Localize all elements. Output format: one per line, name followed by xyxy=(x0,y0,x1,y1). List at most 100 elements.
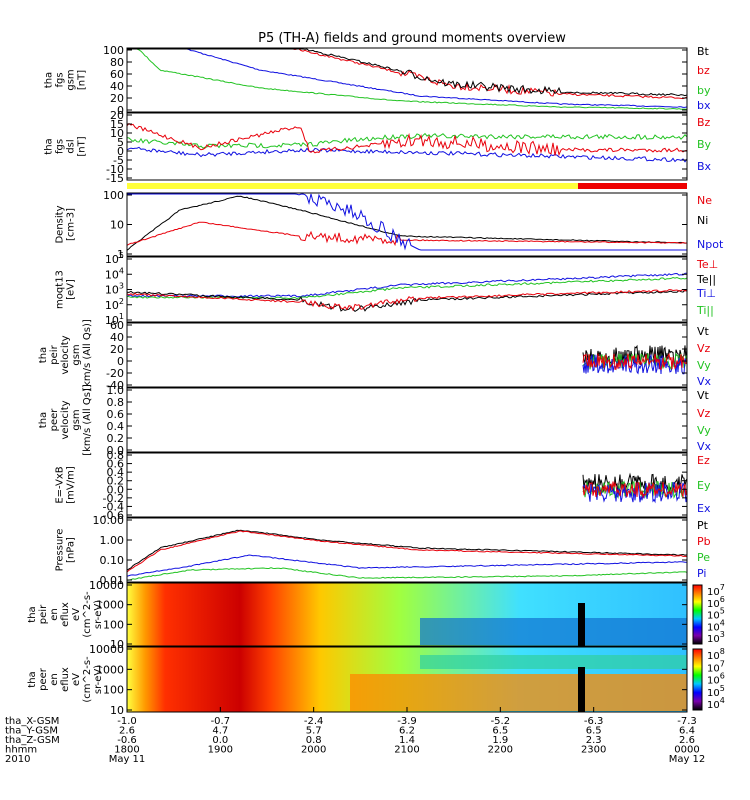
x-tick-label: 2000 xyxy=(301,745,326,756)
legend-entry: Vx xyxy=(697,440,712,453)
y-axis-label: tha xyxy=(44,72,55,88)
trace-te-par xyxy=(127,289,687,313)
y-tick-label: 40 xyxy=(110,80,124,93)
legend-entry: Ne xyxy=(697,194,712,207)
y-axis-label: [km/s (All Qs)] xyxy=(82,384,93,456)
legend-entry: Te⊥ xyxy=(696,258,718,271)
y-tick-label: 40 xyxy=(110,331,124,344)
panel-8: 10.00 1.00 0.10 0.01 Pressure [nPa] Pt Pb Pe Pi xyxy=(55,514,711,587)
legend-entry: Bx xyxy=(697,160,712,173)
y-axis-label: [eV] xyxy=(66,279,77,300)
y-tick-label: 1000 xyxy=(96,599,124,612)
y-tick-label: 100 xyxy=(103,684,124,697)
y-tick-label: 10000 xyxy=(89,579,124,592)
y-tick-label: 0.8 xyxy=(107,449,125,462)
trace-pt xyxy=(127,529,687,571)
x-tick-label: 0.0 xyxy=(212,735,228,746)
x-tick-label: 2.3 xyxy=(586,735,602,746)
y-tick-label: 0.4 xyxy=(107,420,125,433)
x-tick-label: 6.5 xyxy=(492,726,508,737)
trace-bt xyxy=(127,48,687,97)
y-axis-label: en xyxy=(49,608,60,621)
y-tick-label: 0.8 xyxy=(107,396,125,409)
y-axis-label: fgs xyxy=(55,139,66,154)
y-tick-label: 20 xyxy=(110,92,124,105)
trace-group xyxy=(127,193,687,251)
trace-by xyxy=(127,48,687,110)
x-tick-label: 2.6 xyxy=(119,726,135,737)
y-tick-label: -0.4 xyxy=(103,500,124,513)
y-tick-label: 0 xyxy=(117,145,124,158)
x-row-label: tha_Z-GSM xyxy=(5,735,60,746)
panel-3: 100 10 1 Density [cm-3] Ne Ni Npot xyxy=(55,189,724,261)
panel-frame xyxy=(126,517,688,583)
trace-group xyxy=(127,272,687,313)
y-tick-label: -20 xyxy=(106,367,124,380)
spectrogram-band-group xyxy=(350,655,687,712)
x-tick-label: 4.7 xyxy=(212,726,228,737)
trace-by xyxy=(127,132,687,149)
legend-entry: Vz xyxy=(697,342,711,355)
y-tick-label: 5 xyxy=(117,136,124,149)
trace-bz xyxy=(127,48,687,100)
y-tick-label: 10000 xyxy=(89,643,124,656)
legend-entry: Ez xyxy=(697,454,710,467)
x-tick-label: 2.6 xyxy=(679,735,695,746)
y-axis-label: gsm xyxy=(71,344,82,365)
panel-frame xyxy=(126,582,688,647)
y-tick-label: 100 xyxy=(103,189,124,202)
y-tick-label: 10 xyxy=(110,638,124,651)
trace-ni xyxy=(127,195,687,251)
y-tick-label: 0 xyxy=(117,355,124,368)
x-tick-label: 1.9 xyxy=(492,735,508,746)
y-axis-label: [km/s (All Qs)] xyxy=(82,319,93,391)
y-tick-label: 0.2 xyxy=(107,432,125,445)
trace-group xyxy=(582,344,687,375)
x-tick-label: 2100 xyxy=(394,745,419,756)
trace-pe xyxy=(127,567,687,581)
y-tick-label: 10 xyxy=(110,219,124,232)
y-axis-label: peer xyxy=(49,408,60,432)
x-tick-label: May 11 xyxy=(109,754,146,765)
y-tick-label: 0.2 xyxy=(107,475,125,488)
y-tick-label: 100 xyxy=(103,618,124,631)
x-tick-label: -0.6 xyxy=(117,735,137,746)
trace-group xyxy=(582,472,687,504)
spectrogram-band xyxy=(420,618,687,645)
y-axis-label: eV xyxy=(71,608,82,621)
y-axis-label: tha xyxy=(27,671,38,687)
y-axis-label: (cm^2-s- xyxy=(82,656,93,703)
legend-entry: Bt xyxy=(697,45,710,58)
plot-title: P5 (TH-A) fields and ground moments over… xyxy=(258,31,566,46)
legend-entry: Pb xyxy=(697,535,711,548)
y-tick-label: 100 xyxy=(103,44,124,57)
trace-group xyxy=(127,529,687,581)
legend-entry: Ti⊥ xyxy=(696,287,716,300)
y-tick-label: 1000 xyxy=(96,663,124,676)
x-row-label: tha_X-GSM xyxy=(5,716,59,727)
y-axis-label: Pressure xyxy=(55,529,66,572)
y-axis-label: peir xyxy=(49,344,60,364)
colorbar xyxy=(692,648,703,711)
y-tick-label: -10 xyxy=(106,163,124,176)
panel-7: 0.80.60.40.20.0-0.2-0.4-0.6 E=-VxB [mV/m] E… xyxy=(55,449,711,522)
x-tick-label: -5.2 xyxy=(491,716,511,727)
legend-entry: Ey xyxy=(697,479,711,492)
y-axis-label: tha xyxy=(27,606,38,622)
x-row-label: tha_Y-GSM xyxy=(5,726,58,737)
legend-entry: bx xyxy=(697,99,711,112)
y-axis-label: E=-VxB xyxy=(55,466,66,503)
y-axis-label: peir xyxy=(38,604,49,624)
panel-frame xyxy=(126,47,688,113)
x-tick-label: 6.4 xyxy=(679,726,695,737)
y-tick-label: 80 xyxy=(110,56,124,69)
trace-bx xyxy=(127,48,687,108)
trace-ne xyxy=(127,221,687,247)
y-tick-label: 10.00 xyxy=(93,514,125,527)
x-tick-label: 0.8 xyxy=(306,735,322,746)
panel-9: 10000 1000 100 10 tha peir en eflux eV (cm^2-s-sr… xyxy=(27,579,725,651)
y-tick-label: 60 xyxy=(110,319,124,332)
